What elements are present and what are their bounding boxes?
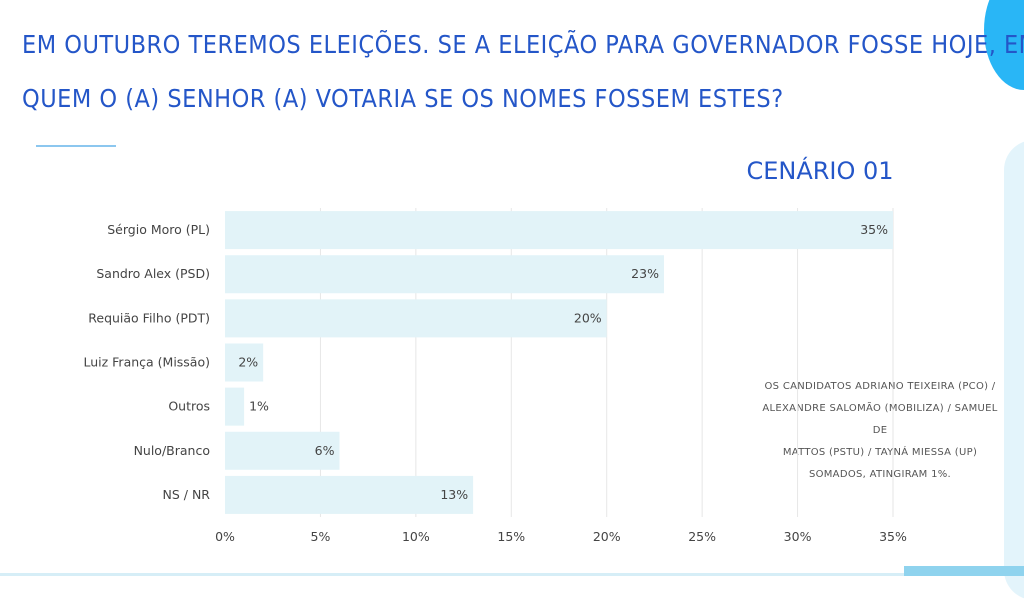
footnote: OS CANDIDATOS ADRIANO TEIXEIRA (PCO) / A… [760,376,1000,486]
category-label: Nulo/Branco [134,443,210,458]
bar [225,255,664,294]
x-tick-label: 5% [311,529,331,544]
footnote-line: MATTOS (PSTU) / TAYNÁ MIESSA (UP) [782,447,978,458]
bar-chart: Sérgio Moro (PL) 35% Sandro Alex (PSD) 23% R… [83,208,907,544]
title-underline [36,145,116,147]
value-label: 1% [249,399,269,414]
value-label: 13% [440,487,468,502]
category-label: NS / NR [163,487,211,502]
footnote-line: OS CANDIDATOS ADRIANO TEIXEIRA (PCO) / [764,381,996,392]
footnote-line: SOMADOS, ATINGIRAM 1%. [808,469,952,480]
x-tick-label: 30% [784,529,812,544]
poll-question: EM OUTUBRO TEREMOS ELEIÇÕES. SE A ELEIÇÃ… [22,30,1024,138]
bar [225,431,340,470]
poll-question-line-2: QUEM O (A) SENHOR (A) VOTARIA SE OS NOME… [22,84,784,113]
bar [225,299,607,338]
decorative-bottom-line [0,573,1024,576]
category-label: Requião Filho (PDT) [88,310,210,325]
bar [225,211,893,250]
value-label: 35% [860,222,888,237]
value-label: 6% [315,443,335,458]
x-tick-label: 10% [402,529,430,544]
scenario-label: CENÁRIO 01 [746,157,894,185]
bar [225,387,245,426]
value-label: 2% [238,355,258,370]
value-label: 23% [631,266,659,281]
decorative-side-shape [1004,140,1024,600]
footnote-line: ALEXANDRE SALOMÃO (MOBILIZA) / SAMUEL DE [762,403,998,436]
value-label: 20% [574,310,602,325]
x-tick-label: 25% [688,529,716,544]
bar [225,343,264,382]
category-label: Sandro Alex (PSD) [96,266,210,281]
category-label: Sérgio Moro (PL) [107,222,210,237]
x-tick-label: 15% [497,529,525,544]
bar [225,475,474,514]
x-tick-label: 0% [215,529,235,544]
poll-question-line-1: EM OUTUBRO TEREMOS ELEIÇÕES. SE A ELEIÇÃ… [22,30,1024,59]
x-tick-label: 35% [879,529,907,544]
category-label: Outros [168,399,210,414]
decorative-bottom-bar [904,566,1024,576]
x-tick-label: 20% [593,529,621,544]
category-label: Luiz França (Missão) [83,355,210,370]
